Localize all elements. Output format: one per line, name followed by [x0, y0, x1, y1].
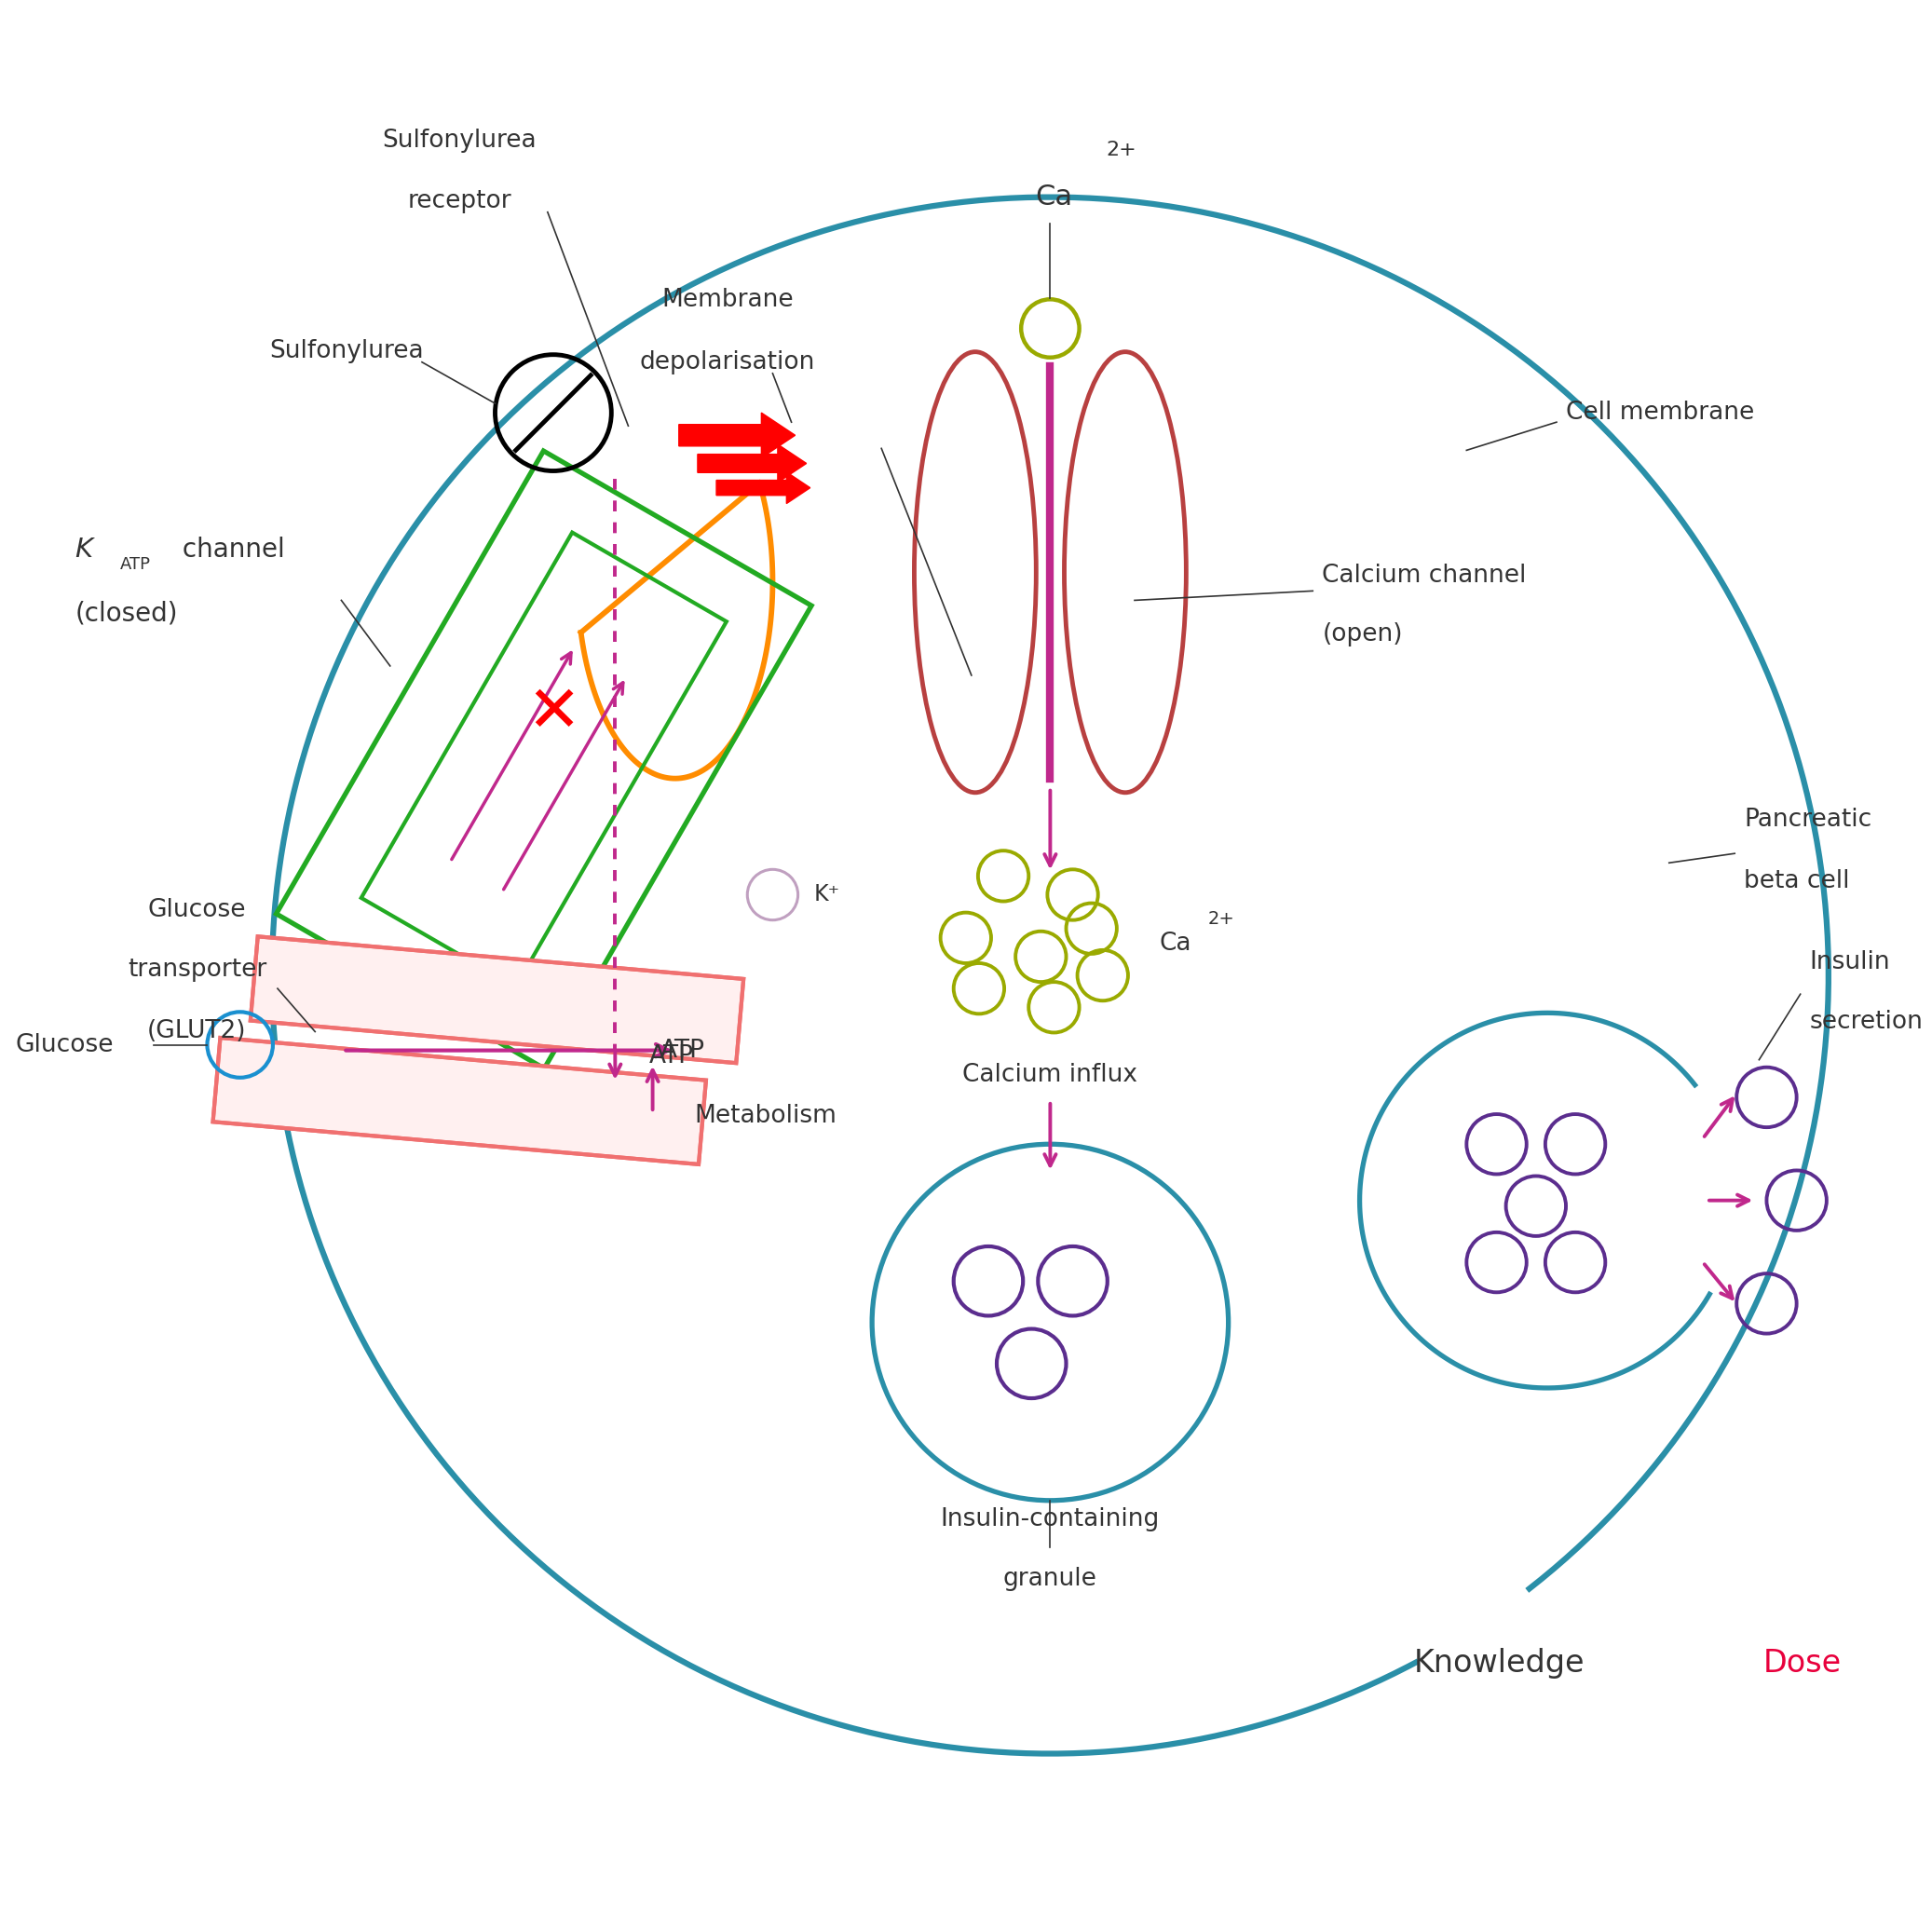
Text: ✕: ✕ [526, 682, 580, 744]
Text: (closed): (closed) [75, 601, 178, 626]
Polygon shape [213, 1037, 705, 1165]
Text: Pancreatic: Pancreatic [1745, 808, 1872, 833]
Text: (open): (open) [1321, 622, 1403, 645]
Text: beta cell: beta cell [1745, 869, 1849, 895]
Text: Sulfonylurea: Sulfonylurea [383, 129, 537, 153]
Text: ATP: ATP [661, 1037, 705, 1063]
Text: Sulfonylurea: Sulfonylurea [270, 338, 425, 363]
Text: Metabolism: Metabolism [694, 1103, 837, 1128]
Text: ATP: ATP [649, 1043, 694, 1068]
Text: K: K [75, 537, 93, 562]
FancyArrow shape [678, 413, 796, 458]
Text: ATP: ATP [120, 556, 151, 574]
FancyArrow shape [697, 444, 806, 483]
Text: channel: channel [174, 537, 286, 562]
Text: Membrane: Membrane [661, 288, 794, 313]
Text: Ca: Ca [1036, 184, 1072, 211]
Text: Ca: Ca [1159, 931, 1192, 956]
Text: 2+: 2+ [1208, 910, 1235, 927]
Text: transporter: transporter [128, 958, 267, 981]
Text: 2+: 2+ [1107, 141, 1136, 160]
Text: Cell membrane: Cell membrane [1567, 400, 1754, 425]
Text: Calcium influx: Calcium influx [962, 1063, 1138, 1088]
Text: receptor: receptor [408, 189, 512, 213]
Text: Glucose: Glucose [147, 898, 245, 922]
Text: Knowledge: Knowledge [1414, 1648, 1584, 1679]
Text: Glucose: Glucose [15, 1034, 114, 1057]
Text: depolarisation: depolarisation [639, 350, 815, 375]
Text: Insulin-containing: Insulin-containing [941, 1507, 1159, 1532]
Polygon shape [251, 937, 744, 1063]
Text: secretion: secretion [1810, 1010, 1922, 1034]
FancyArrow shape [717, 471, 810, 504]
Text: granule: granule [1003, 1567, 1097, 1592]
Text: Dose: Dose [1764, 1648, 1841, 1679]
Text: K⁺: K⁺ [813, 883, 840, 906]
Text: (GLUT2): (GLUT2) [147, 1020, 247, 1043]
Text: Insulin: Insulin [1810, 951, 1889, 974]
Text: Calcium channel: Calcium channel [1321, 564, 1526, 587]
